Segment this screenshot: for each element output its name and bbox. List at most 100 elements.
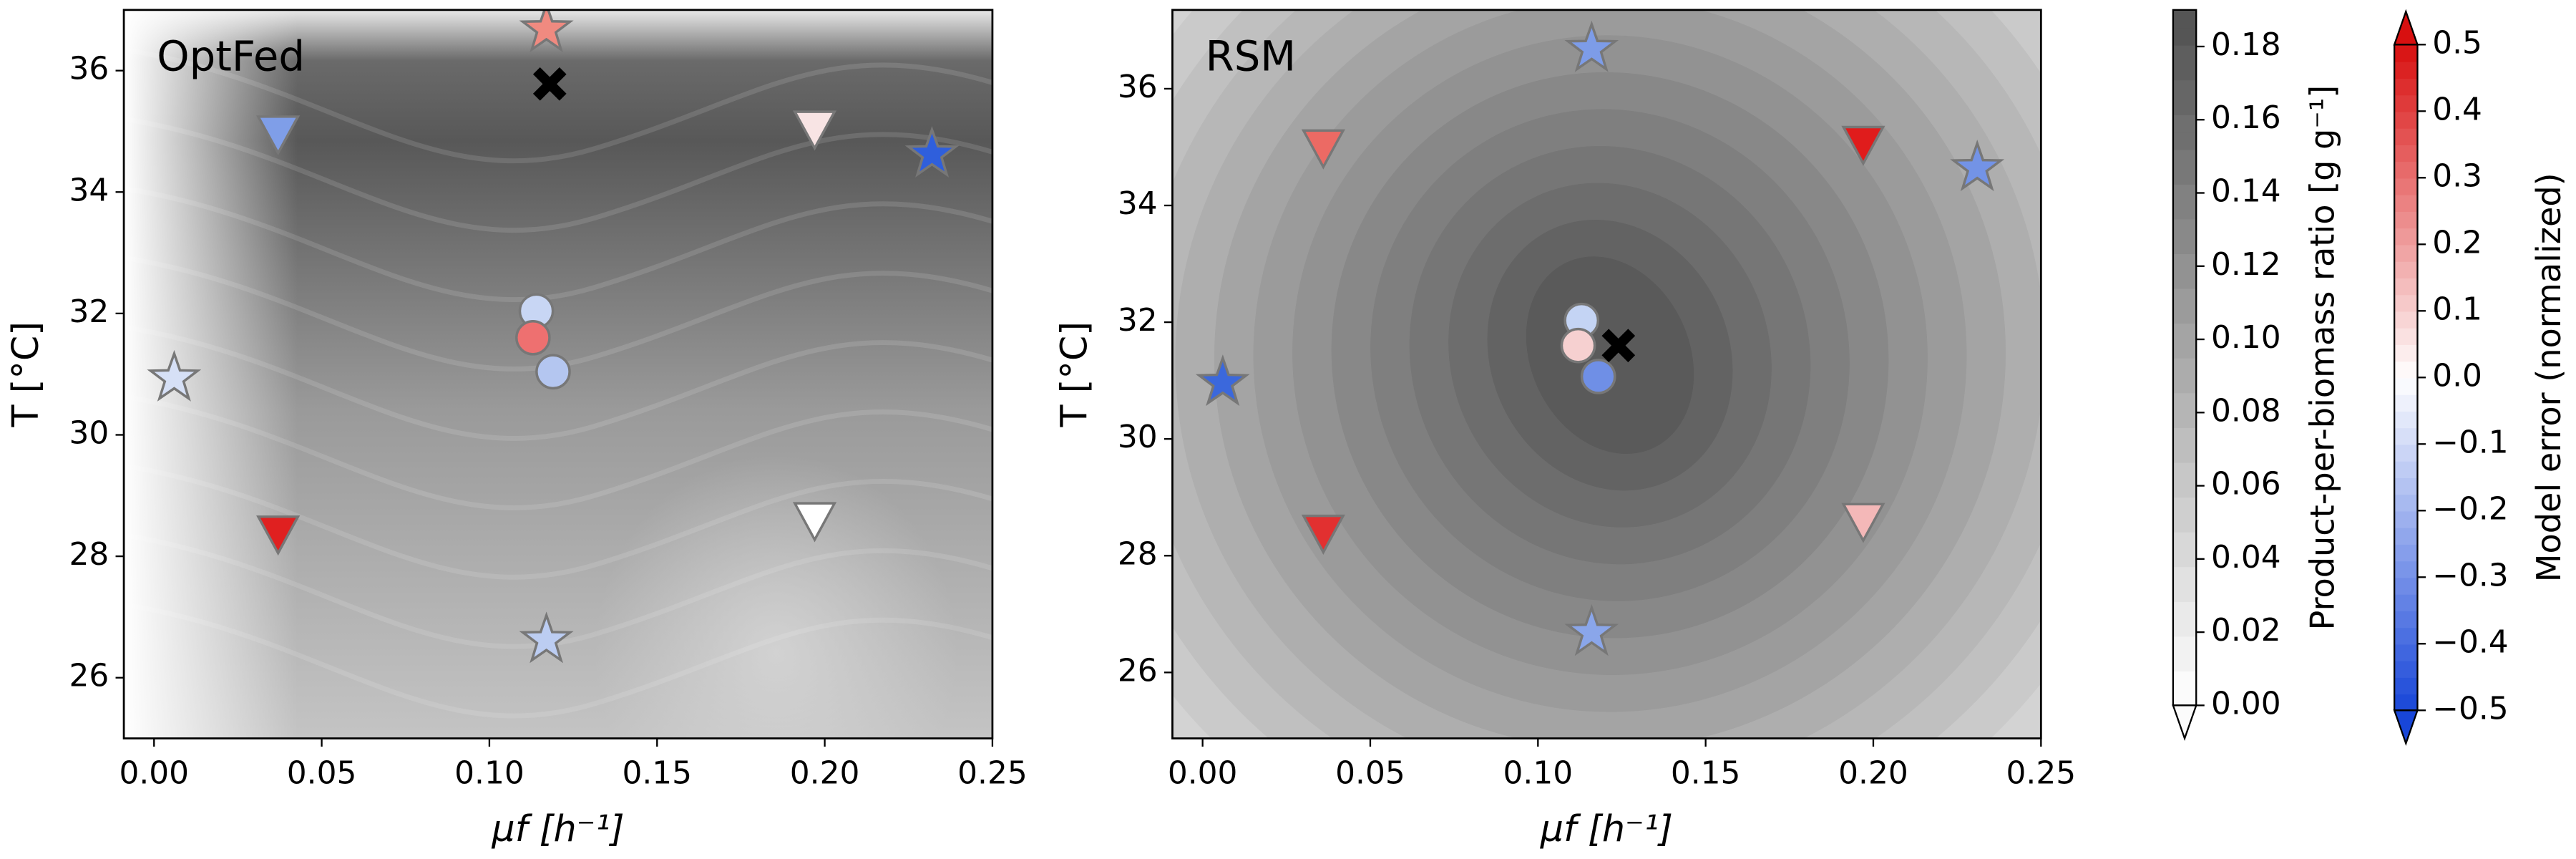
axes-frame: [122, 9, 994, 739]
colorbar-band: [2394, 610, 2418, 629]
colorbar-band: [2172, 462, 2197, 480]
x-tick-label: 0.05: [287, 754, 357, 791]
colorbar-band: [2394, 593, 2418, 611]
colorbar-band: [2172, 323, 2197, 341]
colorbar-tick-label: 0.04: [2211, 539, 2281, 576]
colorbar-band: [2172, 427, 2197, 446]
colorbar-tick-label: 0.06: [2211, 466, 2281, 503]
point-marker: [147, 349, 202, 402]
colorbar-band: [2394, 261, 2418, 278]
colorbar-band: [2172, 653, 2197, 671]
plot-area: [124, 9, 992, 739]
colorbar-band: [2394, 77, 2418, 96]
x-axis-label: μf [h⁻¹]: [491, 807, 624, 850]
colorbar-band: [2172, 670, 2197, 689]
colorbar-band: [2394, 444, 2418, 462]
y-tick-label: 30: [1118, 419, 1158, 455]
colorbar-band: [2172, 583, 2197, 602]
colorbar-band: [2394, 144, 2418, 162]
colorbar-tick-label: −0.5: [2432, 690, 2508, 727]
colorbar-band: [2172, 79, 2197, 98]
colorbar-band: [2394, 94, 2418, 112]
y-tick-label: 26: [69, 658, 109, 694]
colorbar-frame: [2172, 9, 2197, 707]
colorbar-band: [2172, 566, 2197, 585]
colorbar-band: [2394, 194, 2418, 212]
colorbar-band: [2394, 277, 2418, 296]
y-tick-label: 32: [69, 293, 109, 330]
colorbar-band: [2394, 527, 2418, 545]
colorbar-band: [2172, 44, 2197, 63]
colorbar-band: [2394, 676, 2418, 695]
colorbar-band: [2172, 166, 2197, 185]
y-tick-label: 36: [69, 51, 109, 87]
x-tick-label: 0.20: [1838, 754, 1908, 791]
optimum-marker: [532, 67, 567, 101]
colorbar-band: [2394, 543, 2418, 562]
colorbar-band: [2172, 62, 2197, 81]
colorbar-band: [2172, 601, 2197, 620]
colorbar-band: [2172, 374, 2197, 394]
x-tick-label: 0.15: [1671, 754, 1741, 791]
colorbar-tick-label: 0.14: [2211, 173, 2281, 210]
x-tick-label: 0.15: [622, 754, 692, 791]
colorbar-tick-label: 0.2: [2432, 224, 2482, 261]
colorbar-band: [2172, 514, 2197, 533]
colorbar-tick-label: 0.0: [2432, 357, 2482, 394]
y-axis-label: T [°C]: [4, 321, 47, 428]
point-marker: [1950, 140, 2005, 192]
colorbar-band: [2172, 236, 2197, 255]
colorbar-tick-label: 0.3: [2432, 157, 2482, 194]
colorbar-band: [2172, 97, 2197, 115]
colorbar-band: [2172, 618, 2197, 637]
colorbar-tick-label: 0.18: [2211, 26, 2281, 63]
colorbar-band: [2172, 27, 2197, 46]
panel-title: RSM: [1206, 32, 1296, 81]
point-marker: [1301, 129, 1345, 170]
colorbar-band: [2172, 183, 2197, 203]
colorbar-band: [2394, 660, 2418, 678]
colorbar-tick-label: −0.3: [2432, 557, 2508, 593]
colorbar-band: [2172, 253, 2197, 272]
colorbar-band: [2172, 305, 2197, 324]
colorbar-band: [2394, 560, 2418, 578]
colorbar-band: [2172, 340, 2197, 359]
point-marker: [792, 502, 837, 543]
colorbar-band: [2394, 460, 2418, 478]
colorbar-band: [2172, 149, 2197, 168]
colorbar-band: [2172, 688, 2197, 707]
colorbar-band: [2172, 131, 2197, 150]
axes-frame: [1171, 9, 2042, 739]
colorbar-band: [2172, 636, 2197, 654]
colorbar-band: [2394, 394, 2418, 412]
point-marker: [1301, 514, 1345, 555]
colorbar-tick-label: −0.1: [2432, 424, 2508, 460]
point-marker: [256, 515, 301, 556]
colorbar-band: [2394, 61, 2418, 79]
colorbar-tick-label: 0.5: [2432, 24, 2482, 61]
point-marker: [1841, 125, 1885, 166]
y-tick-label: 34: [1118, 185, 1158, 222]
colorbar-band: [2172, 548, 2197, 568]
x-tick-label: 0.10: [1503, 754, 1574, 791]
plot-area: [1172, 9, 2041, 739]
colorbar-band: [2172, 409, 2197, 428]
colorbar-band: [2394, 127, 2418, 145]
colorbar-band: [2172, 271, 2197, 289]
colorbar-band: [2172, 445, 2197, 463]
y-tick-label: 28: [69, 536, 109, 573]
colorbar-band: [2394, 228, 2418, 246]
colorbar-band: [2172, 496, 2197, 515]
x-tick-label: 0.10: [454, 754, 525, 791]
colorbar-band: [2394, 377, 2418, 395]
point-marker: [1195, 354, 1250, 407]
x-axis-label: μf [h⁻¹]: [1540, 807, 1673, 850]
colorbar-label: Model error (normalized): [2529, 173, 2568, 582]
colorbar-tick-label: 0.10: [2211, 319, 2281, 356]
colorbar-band: [2394, 427, 2418, 445]
colorbar-band: [2394, 294, 2418, 312]
y-tick-label: 32: [1118, 302, 1158, 339]
x-tick-label: 0.00: [1168, 754, 1238, 791]
y-axis-label: T [°C]: [1053, 321, 1096, 428]
colorbar-extend: [2393, 9, 2419, 46]
